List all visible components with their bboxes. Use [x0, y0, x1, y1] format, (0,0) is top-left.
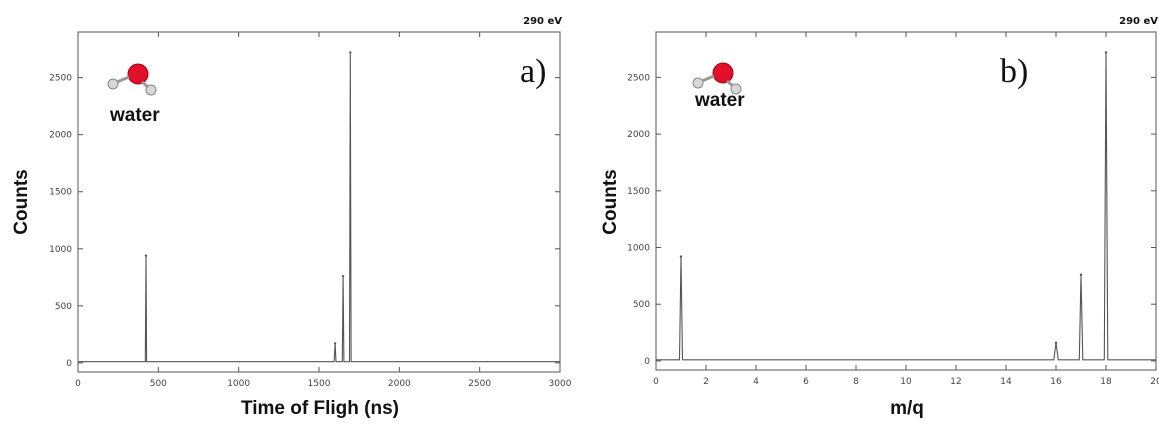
x-tick-label: 10 — [900, 377, 912, 387]
x-tick-label: 12 — [950, 377, 961, 387]
peak-point — [1079, 273, 1083, 276]
x-tick-label: 20 — [1150, 377, 1159, 387]
y-tick-label: 2000 — [49, 131, 72, 141]
plot-frame — [77, 31, 561, 373]
y-tick-label: 0 — [66, 359, 72, 369]
peak-point — [679, 255, 683, 258]
peak-point — [144, 254, 148, 257]
x-axis-title: Time of Fligh (ns) — [241, 398, 399, 419]
chart-panel-b: 0 2 4 6 8 10 12 14 16 18 20 0 500 1000 1500 2000 2500 29… — [580, 0, 1159, 425]
energy-label: 290 eV — [523, 16, 562, 27]
x-tick-label: 2500 — [468, 379, 491, 389]
x-tick-label: 0 — [653, 377, 659, 387]
x-axis-title: m/q — [890, 398, 924, 419]
x-tick-label: 18 — [1100, 377, 1112, 387]
y-tick-label: 1500 — [49, 188, 72, 198]
peak-point — [1104, 51, 1108, 54]
spectrum-line — [78, 52, 560, 363]
spectrum-line — [656, 52, 1156, 361]
y-axis-title: Counts — [600, 169, 621, 234]
peak-point — [349, 51, 352, 54]
peak-point — [341, 274, 345, 278]
x-tick-label: 6 — [803, 377, 809, 387]
x-tick-label: 14 — [1000, 377, 1012, 387]
molecule-label: water — [109, 105, 160, 126]
x-tick-label: 1000 — [227, 379, 250, 389]
x-tick-label: 1500 — [308, 379, 331, 389]
y-tick-label: 1000 — [627, 244, 650, 254]
x-tick-label: 4 — [753, 377, 759, 387]
panel-label: a) — [520, 53, 546, 90]
water-molecule-icon — [107, 63, 157, 96]
peak-point — [1054, 341, 1058, 344]
peak-point — [333, 342, 337, 345]
y-tick-label: 1500 — [627, 187, 650, 197]
x-tick-label: 2000 — [388, 379, 411, 389]
x-tick-label: 16 — [1050, 377, 1062, 387]
chart-panel-a: 0 500 1000 1500 2000 2500 3000 0 500 1000 1500 2000… — [0, 0, 576, 425]
mass-spectrum-chart: 0 2 4 6 8 10 12 14 16 18 20 0 500 1000 1500 2000 2500 29… — [600, 16, 1159, 419]
y-axis-title: Counts — [11, 169, 32, 234]
energy-label: 290 eV — [1119, 16, 1158, 27]
x-tick-label: 3000 — [549, 379, 572, 389]
y-tick-label: 0 — [644, 357, 650, 367]
panel-label: b) — [1000, 53, 1028, 90]
y-tick-label: 500 — [633, 300, 650, 310]
y-tick-label: 2500 — [627, 73, 650, 83]
tof-spectrum-chart: 0 500 1000 1500 2000 2500 3000 0 500 1000 1500 2000… — [11, 16, 572, 419]
y-tick-label: 2500 — [49, 74, 72, 84]
x-tick-label: 0 — [75, 379, 81, 389]
y-tick-label: 2000 — [627, 130, 650, 140]
x-tick-label: 2 — [703, 377, 709, 387]
y-tick-label: 500 — [55, 302, 72, 312]
water-molecule-icon — [692, 62, 742, 95]
y-tick-label: 1000 — [49, 245, 72, 255]
molecule-label: water — [694, 90, 745, 111]
x-tick-label: 500 — [150, 379, 167, 389]
x-tick-label: 8 — [853, 377, 859, 387]
